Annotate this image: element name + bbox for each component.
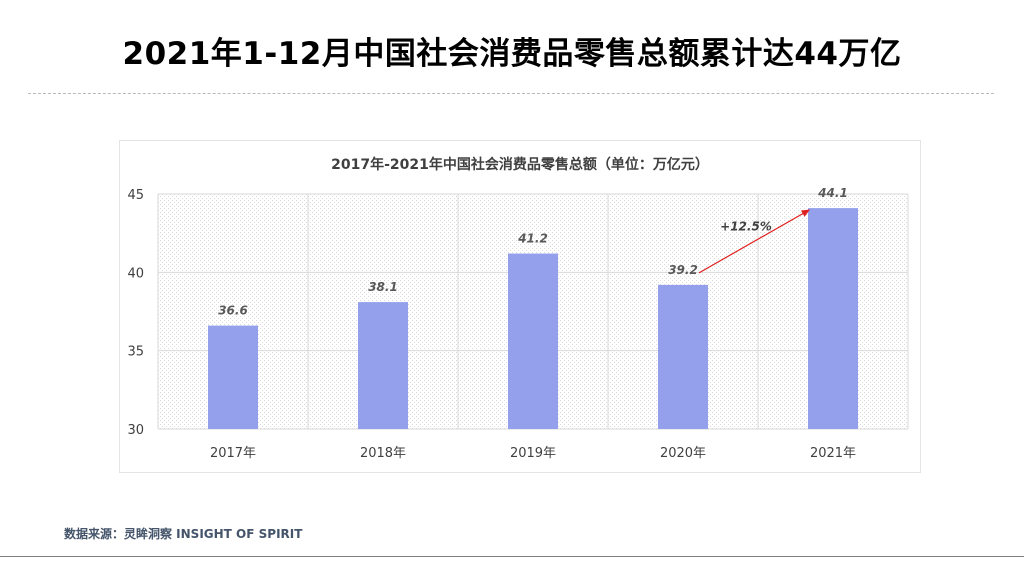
data-label: 44.1 bbox=[817, 186, 848, 200]
chart-title: 2017年-2021年中国社会消费品零售总额（单位：万亿元） bbox=[331, 157, 709, 173]
bottom-divider bbox=[0, 556, 1024, 557]
x-tick-label: 2018年 bbox=[360, 446, 406, 461]
x-tick-label: 2019年 bbox=[510, 446, 556, 461]
growth-label: +12.5% bbox=[720, 219, 772, 233]
x-tick-label: 2017年 bbox=[210, 446, 256, 461]
x-tick-label: 2020年 bbox=[660, 446, 706, 461]
bar bbox=[658, 284, 708, 429]
data-label: 38.1 bbox=[368, 280, 398, 294]
bar bbox=[508, 253, 558, 429]
y-tick-label: 40 bbox=[127, 266, 144, 281]
growth-arrow bbox=[698, 209, 811, 274]
y-tick-label: 35 bbox=[127, 345, 144, 360]
y-tick-label: 45 bbox=[127, 188, 144, 203]
title-divider bbox=[28, 93, 994, 94]
slide-title: 2021年1-12月中国社会消费品零售总额累计达44万亿 bbox=[122, 36, 902, 72]
data-label: 36.6 bbox=[218, 304, 248, 318]
bar bbox=[208, 325, 258, 429]
source-note: 数据来源：灵眸洞察 INSIGHT OF SPIRIT bbox=[64, 527, 303, 541]
bar bbox=[808, 208, 858, 429]
bar bbox=[358, 302, 408, 429]
data-label: 41.2 bbox=[517, 232, 548, 246]
x-tick-label: 2021年 bbox=[810, 446, 856, 461]
data-label: 39.2 bbox=[668, 263, 698, 277]
y-tick-label: 30 bbox=[127, 423, 144, 438]
